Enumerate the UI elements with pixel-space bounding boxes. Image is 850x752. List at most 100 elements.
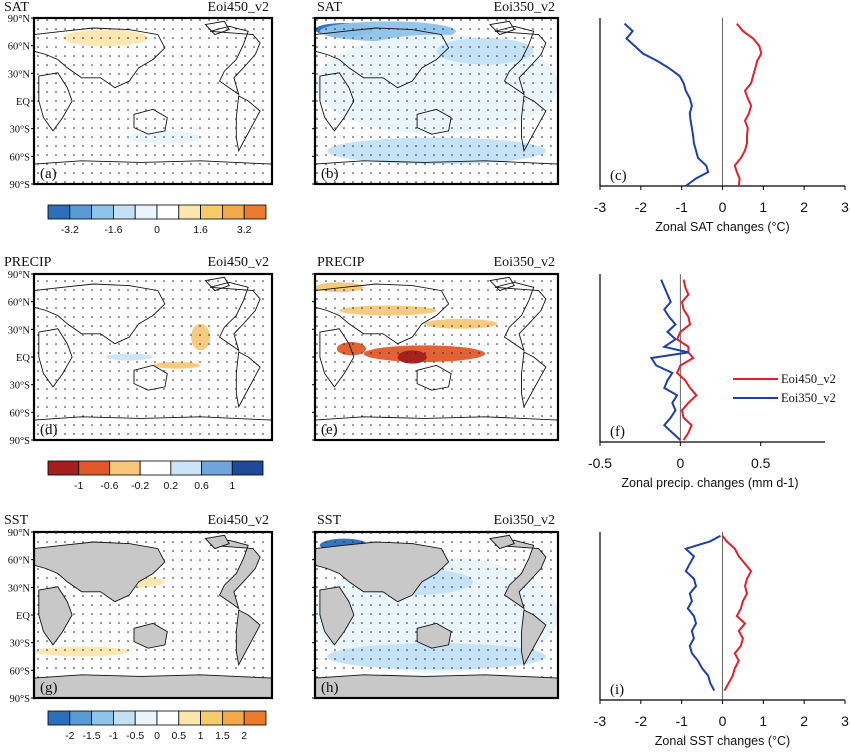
continent-outline xyxy=(314,27,450,89)
colorbar-segment xyxy=(221,710,245,726)
legend-label: Eoi450_v2 xyxy=(781,372,836,386)
lat-tick-label: 60°N xyxy=(8,556,31,567)
panel-letter-label: (c) xyxy=(610,168,627,184)
continent-outline xyxy=(204,20,230,36)
x-tick-label: -1 xyxy=(675,199,688,215)
continent-outline xyxy=(209,539,261,610)
colorbar-segment xyxy=(69,204,93,220)
panel-experiment-title: Eoi350_v2 xyxy=(494,513,555,528)
plot-area xyxy=(600,274,825,442)
x-tick-label: 3 xyxy=(841,199,849,215)
colorbar-segment xyxy=(91,710,114,726)
colorbar-tick-label: 0.6 xyxy=(194,480,209,492)
lat-tick-label: 30°S xyxy=(9,125,30,136)
x-axis-label: Zonal SST changes (°C) xyxy=(655,734,790,748)
lat-tick-label: 90°N xyxy=(8,270,31,281)
colorbar-segment xyxy=(109,460,141,476)
panel-variable-title: PRECIP xyxy=(317,255,365,270)
colorbar-segment xyxy=(243,204,267,220)
x-tick-label: 0 xyxy=(719,713,727,729)
colorbars-layer: -3.2 -1.6 0 1.6 3.2 -1 -0.6 -0.2 0.2 0.6 1 -2 -1.5 -1… xyxy=(47,204,267,742)
lat-tick-label: 60°S xyxy=(9,408,30,419)
colorbar-segment xyxy=(134,710,158,726)
panel-letter-label: (e) xyxy=(321,422,338,438)
continent-outline xyxy=(235,609,261,667)
series-line-Eoi450_v2 xyxy=(675,279,698,441)
lat-tick-label: 60°S xyxy=(9,666,30,677)
colorbar-tick-label: 1 xyxy=(229,480,235,492)
colorbar-sat: -3.2 -1.6 0 1.6 3.2 xyxy=(47,204,267,236)
colorbar-segment xyxy=(91,204,114,220)
continent-outline xyxy=(521,351,547,409)
colorbar-tick-label: -2 xyxy=(65,730,74,742)
lat-tick-label: 60°N xyxy=(8,42,31,53)
continent-outline xyxy=(235,351,261,409)
map-panel-e: PRECIP Eoi350_v2 (e) xyxy=(312,255,560,442)
lat-tick-label: 30°N xyxy=(8,583,31,594)
x-tick-label: -3 xyxy=(594,199,607,215)
panel-experiment-title: Eoi450_v2 xyxy=(208,513,269,528)
x-tick-label: 3 xyxy=(841,713,849,729)
continent-outline xyxy=(494,539,547,610)
colorbar-tick-label: 1.5 xyxy=(215,730,230,742)
colorbar-tick-label: -0.5 xyxy=(126,730,144,742)
series-line-Eoi450_v2 xyxy=(733,22,763,187)
colorbar-tick-label: -3.2 xyxy=(61,224,79,236)
continent-outline xyxy=(235,95,261,153)
continent-outline xyxy=(416,622,452,649)
colorbar-segment xyxy=(200,204,223,220)
x-tick-label: -1 xyxy=(675,713,688,729)
colorbar-segment xyxy=(231,460,264,476)
continent-outline xyxy=(319,72,355,132)
continent-outline xyxy=(204,276,230,292)
continent-outline xyxy=(489,534,515,550)
x-tick-label: 1 xyxy=(759,199,767,215)
map-panel-b: SAT Eoi350_v2 (b) xyxy=(312,0,560,186)
lat-tick-label: 90°N xyxy=(8,14,31,25)
panel-variable-title: SAT xyxy=(317,0,342,15)
series-line-Eoi350_v2 xyxy=(649,279,689,441)
continent-outline xyxy=(319,586,355,646)
continent-outline xyxy=(521,609,547,667)
continent-outline xyxy=(521,95,547,153)
continent-outline xyxy=(314,541,450,603)
x-axis-label: Zonal SAT changes (°C) xyxy=(655,220,789,234)
continent-outline xyxy=(489,276,515,292)
legend: Eoi450_v2 Eoi350_v2 xyxy=(733,372,836,405)
panel-letter-label: (b) xyxy=(321,166,339,182)
map-panel-h: SST Eoi350_v2 (h) xyxy=(312,513,560,700)
colorbar-segment xyxy=(200,710,223,726)
x-tick-label: -0.5 xyxy=(588,455,612,471)
colorbar-segment xyxy=(201,460,233,476)
continent-outline xyxy=(314,283,450,345)
colorbar-tick-label: -1 xyxy=(109,730,118,742)
colorbar-tick-label: -1.6 xyxy=(104,224,122,236)
panel-letter-label: (a) xyxy=(40,166,57,182)
profile-chart-i: -3 -2 -1 0 1 2 3 Zonal SST changes (°C) (i) xyxy=(594,532,849,748)
panel-variable-title: SST xyxy=(317,513,342,528)
colorbar-segment xyxy=(69,710,93,726)
lat-tick-label: 90°S xyxy=(9,180,30,191)
continent-outline xyxy=(314,674,559,699)
colorbar-segment xyxy=(139,460,172,476)
colorbar-tick-label: 1.6 xyxy=(193,224,208,236)
continent-outline xyxy=(133,108,168,135)
continent-outline xyxy=(494,25,547,96)
x-tick-label: 2 xyxy=(800,199,808,215)
panel-letter-label: (h) xyxy=(321,680,339,696)
colorbar-segment xyxy=(113,204,136,220)
colorbar-segment xyxy=(178,710,202,726)
lat-tick-label: 90°S xyxy=(9,694,30,705)
continent-outline xyxy=(319,328,355,388)
colorbar-segment xyxy=(78,460,110,476)
lat-tick-label: 90°N xyxy=(8,528,31,539)
continent-outline xyxy=(33,541,166,603)
panel-letter-label: (f) xyxy=(610,424,625,440)
continent-outline xyxy=(38,586,73,646)
legend-label: Eoi350_v2 xyxy=(781,391,836,405)
continent-outline xyxy=(33,674,273,699)
colorbar-segment xyxy=(47,460,80,476)
maps-layer: 90°N 60°N 30°N EQ 30°S 60°S 90°S SAT Eoi450_v2 (a… xyxy=(4,0,560,705)
continent-outline xyxy=(416,364,452,391)
